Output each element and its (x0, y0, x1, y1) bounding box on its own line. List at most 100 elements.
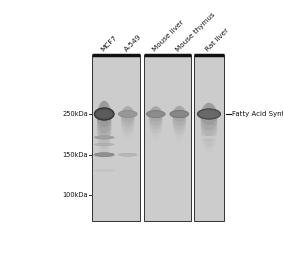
Ellipse shape (95, 109, 114, 120)
Ellipse shape (147, 111, 165, 117)
Ellipse shape (198, 136, 220, 139)
Ellipse shape (197, 109, 221, 119)
Ellipse shape (147, 111, 164, 117)
Ellipse shape (201, 103, 217, 131)
Ellipse shape (170, 110, 189, 118)
Ellipse shape (94, 153, 114, 157)
Text: 100kDa: 100kDa (62, 192, 88, 198)
Ellipse shape (94, 169, 114, 172)
Text: MCF7: MCF7 (100, 35, 118, 53)
Ellipse shape (201, 103, 217, 125)
Ellipse shape (171, 111, 188, 117)
Ellipse shape (95, 169, 114, 172)
Text: 150kDa: 150kDa (62, 152, 88, 158)
Ellipse shape (94, 169, 114, 172)
Ellipse shape (95, 143, 114, 146)
Ellipse shape (95, 153, 113, 156)
Ellipse shape (94, 136, 114, 139)
Ellipse shape (119, 153, 137, 156)
Ellipse shape (95, 109, 113, 119)
Ellipse shape (97, 101, 112, 147)
Ellipse shape (118, 153, 138, 157)
Ellipse shape (119, 153, 136, 156)
Ellipse shape (94, 143, 114, 146)
Ellipse shape (119, 169, 136, 171)
Ellipse shape (198, 109, 220, 119)
Ellipse shape (95, 169, 113, 171)
Ellipse shape (95, 153, 113, 157)
Ellipse shape (148, 111, 164, 117)
Text: Rat liver: Rat liver (205, 27, 230, 53)
Ellipse shape (94, 136, 114, 139)
Ellipse shape (199, 110, 219, 118)
Ellipse shape (95, 136, 113, 139)
Ellipse shape (119, 153, 136, 156)
Ellipse shape (119, 169, 136, 171)
Ellipse shape (149, 106, 163, 122)
Bar (144, 55, 191, 221)
Ellipse shape (118, 169, 137, 171)
Ellipse shape (95, 169, 113, 171)
Ellipse shape (147, 111, 164, 117)
Ellipse shape (119, 169, 137, 171)
Ellipse shape (147, 111, 164, 117)
Ellipse shape (146, 110, 165, 117)
Ellipse shape (94, 169, 115, 172)
Ellipse shape (96, 153, 113, 156)
Ellipse shape (94, 107, 115, 121)
Ellipse shape (94, 152, 115, 157)
Ellipse shape (198, 109, 220, 119)
Ellipse shape (119, 111, 136, 117)
Ellipse shape (96, 110, 112, 118)
Ellipse shape (94, 153, 114, 157)
Ellipse shape (95, 136, 114, 139)
Ellipse shape (95, 143, 114, 146)
Ellipse shape (198, 110, 220, 119)
Ellipse shape (198, 109, 220, 119)
Ellipse shape (172, 106, 186, 122)
Ellipse shape (197, 136, 221, 139)
Ellipse shape (199, 110, 219, 118)
Ellipse shape (95, 136, 114, 139)
Ellipse shape (97, 101, 112, 140)
Ellipse shape (121, 106, 135, 129)
Ellipse shape (95, 109, 113, 119)
Ellipse shape (170, 110, 189, 118)
Ellipse shape (119, 111, 137, 117)
Ellipse shape (118, 110, 138, 118)
Ellipse shape (118, 153, 137, 156)
Ellipse shape (198, 136, 220, 139)
Ellipse shape (201, 103, 217, 142)
Ellipse shape (118, 153, 138, 156)
Ellipse shape (118, 110, 138, 118)
Ellipse shape (199, 136, 219, 139)
Ellipse shape (119, 153, 137, 156)
Ellipse shape (120, 111, 136, 117)
Ellipse shape (170, 111, 188, 117)
Ellipse shape (118, 169, 138, 171)
Ellipse shape (146, 110, 166, 118)
Ellipse shape (94, 143, 114, 146)
Ellipse shape (95, 144, 113, 145)
Ellipse shape (121, 106, 135, 122)
Ellipse shape (118, 110, 137, 117)
Ellipse shape (119, 111, 137, 117)
Ellipse shape (95, 169, 113, 171)
Ellipse shape (147, 111, 165, 117)
Ellipse shape (95, 136, 113, 139)
Ellipse shape (119, 111, 136, 117)
Ellipse shape (119, 153, 136, 156)
Ellipse shape (172, 106, 186, 130)
Ellipse shape (95, 143, 113, 145)
Ellipse shape (96, 110, 113, 119)
Ellipse shape (95, 109, 113, 119)
Bar (194, 55, 224, 221)
Ellipse shape (172, 106, 186, 126)
Ellipse shape (95, 169, 114, 171)
Ellipse shape (197, 109, 221, 120)
Ellipse shape (94, 143, 115, 146)
Ellipse shape (149, 106, 163, 126)
Ellipse shape (171, 111, 188, 117)
Bar (92, 55, 140, 221)
Ellipse shape (146, 110, 165, 118)
